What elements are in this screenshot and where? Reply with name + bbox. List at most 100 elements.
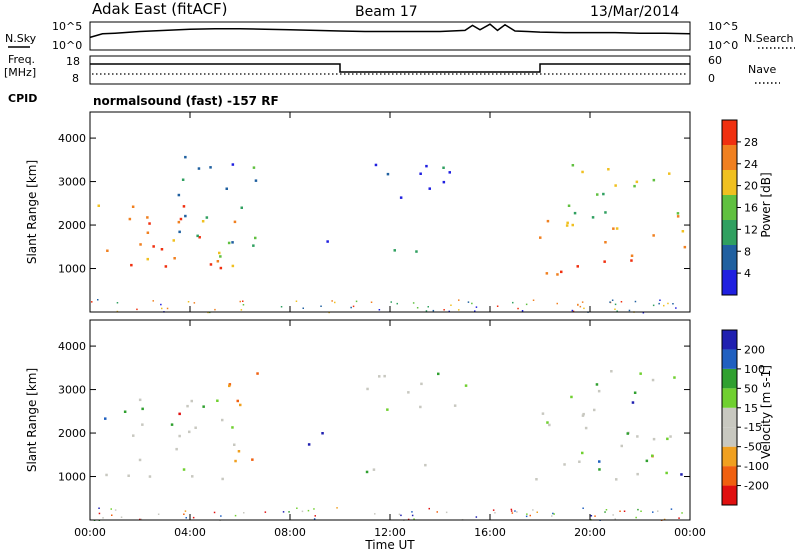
- data-cell: [412, 302, 415, 304]
- colorbar-tick-label: -15: [744, 421, 762, 434]
- data-cell: [236, 399, 239, 403]
- data-cell: [652, 304, 655, 307]
- cpid-text: normalsound (fast) -157 RF: [93, 94, 279, 108]
- data-cell: [458, 309, 460, 311]
- data-cell: [120, 516, 123, 518]
- data-cell: [535, 478, 538, 481]
- data-cell: [127, 474, 130, 477]
- data-cell: [264, 511, 267, 513]
- data-cell: [428, 187, 431, 190]
- data-cell: [419, 405, 422, 409]
- data-cell: [190, 399, 193, 403]
- data-cell: [192, 516, 195, 519]
- data-cell: [383, 374, 386, 378]
- data-cell: [620, 444, 623, 448]
- data-cell: [563, 463, 566, 466]
- xtick-label: 16:00: [474, 526, 506, 539]
- noise-panel: [89, 21, 691, 51]
- data-cell: [626, 432, 629, 435]
- data-cell: [583, 307, 585, 310]
- colorbar-tick-label: 28: [744, 136, 758, 149]
- data-cell: [233, 220, 237, 224]
- colorbar-tick-label: 4: [744, 267, 751, 280]
- nave-label: Nave: [748, 63, 776, 76]
- data-cell: [427, 306, 429, 308]
- data-cell: [667, 302, 669, 305]
- data-cell: [596, 193, 599, 196]
- power-yticks: 1000 2000 3000 4000: [58, 132, 690, 276]
- data-cell: [436, 511, 438, 513]
- data-cell: [140, 518, 143, 521]
- data-cell: [668, 172, 671, 175]
- data-cell: [214, 308, 216, 311]
- data-cell: [242, 304, 245, 306]
- data-cell: [670, 508, 673, 510]
- data-cell: [352, 305, 355, 308]
- data-cell: [615, 227, 619, 230]
- colorbar-segment: [722, 485, 737, 505]
- xtick-label: 20:00: [574, 526, 606, 539]
- data-cell: [652, 437, 656, 441]
- data-cell: [378, 309, 381, 311]
- data-cell: [604, 511, 606, 513]
- data-cell: [541, 412, 545, 415]
- data-cell: [545, 272, 549, 275]
- data-cell: [663, 518, 666, 521]
- data-cell: [321, 432, 324, 435]
- data-cell: [595, 383, 599, 386]
- data-cell: [546, 421, 549, 424]
- ytick-label: 3000: [58, 384, 86, 397]
- data-cell: [231, 264, 235, 268]
- data-cell: [475, 516, 478, 518]
- data-cell: [494, 512, 496, 514]
- data-cell: [591, 216, 595, 219]
- data-cell: [97, 204, 100, 207]
- data-cell: [609, 301, 611, 303]
- data-cell: [116, 302, 119, 304]
- data-cell: [612, 514, 614, 516]
- data-cell: [651, 378, 655, 382]
- data-cell: [424, 463, 427, 467]
- colorbar-tick-label: 200: [744, 343, 765, 356]
- data-cell: [197, 167, 201, 170]
- data-cell: [136, 308, 138, 311]
- data-cell: [639, 372, 642, 375]
- noise-ytick-bottom-right: 10^0: [708, 39, 738, 52]
- data-cell: [630, 254, 634, 257]
- data-cell: [521, 310, 524, 312]
- data-cell: [578, 460, 581, 463]
- data-cell: [458, 299, 460, 301]
- data-cell: [676, 212, 680, 215]
- data-cell: [313, 508, 315, 510]
- noise-ytick-top-right: 10^5: [708, 20, 738, 33]
- data-cell: [546, 219, 550, 223]
- data-cell: [511, 512, 514, 514]
- data-cell: [177, 220, 181, 224]
- data-cell: [675, 307, 677, 309]
- data-cell: [614, 308, 616, 310]
- data-cell: [152, 300, 154, 302]
- data-cell: [604, 211, 607, 214]
- data-cell: [179, 217, 183, 221]
- nsearch-label: N.Search: [744, 32, 794, 45]
- data-cell: [178, 230, 181, 234]
- data-cell: [146, 216, 149, 219]
- data-cell: [442, 180, 446, 184]
- data-cell: [213, 511, 216, 514]
- data-cell: [448, 171, 451, 174]
- data-cell: [652, 178, 656, 182]
- colorbar-tick-label: 8: [744, 245, 751, 258]
- data-cell: [673, 376, 676, 379]
- data-cell: [467, 301, 470, 303]
- data-cell: [450, 304, 452, 306]
- colorbar-segment: [722, 330, 737, 350]
- data-cell: [220, 515, 222, 517]
- data-cell: [579, 305, 582, 308]
- data-cell: [582, 412, 585, 416]
- data-cell: [231, 426, 234, 429]
- data-cell: [602, 192, 605, 196]
- data-cell: [254, 179, 258, 182]
- data-cell: [314, 515, 316, 517]
- data-cell: [581, 301, 584, 303]
- data-cell: [635, 516, 637, 519]
